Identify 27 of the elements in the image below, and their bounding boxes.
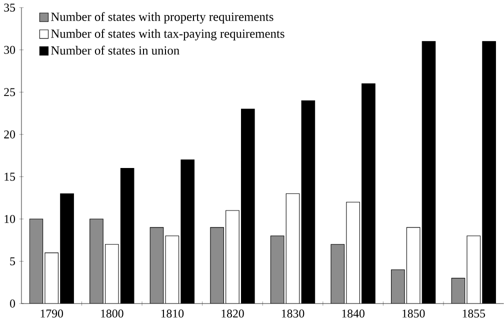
y-tick-label: 15 — [4, 172, 16, 181]
x-tick-label: 1820 — [222, 309, 244, 318]
bar — [150, 227, 164, 304]
y-tick-label: 20 — [4, 130, 16, 138]
y-tick-label: 30 — [4, 46, 16, 54]
bar — [330, 244, 344, 304]
x-tick-label: 1840 — [342, 309, 364, 318]
y-tick-label: 5 — [10, 257, 16, 266]
y-tick-label: 10 — [4, 214, 16, 223]
legend-label: Number of states with property requirements — [51, 12, 274, 24]
x-tick-label: 1830 — [282, 309, 304, 318]
bar — [30, 218, 43, 304]
x-tick-label: 1800 — [101, 309, 124, 318]
bar — [210, 227, 224, 304]
x-tick-label: 1810 — [161, 309, 184, 318]
bar — [391, 270, 405, 304]
bar — [270, 236, 284, 304]
x-tick-label: 1850 — [402, 309, 425, 318]
y-tick-label: 0 — [10, 299, 16, 308]
y-tick-label: 35 — [4, 4, 16, 12]
legend-label: Number of states in union — [51, 46, 180, 55]
y-tick-label: 25 — [4, 88, 16, 96]
x-tick-label: 1790 — [40, 309, 64, 318]
x-tick-label: 1855 — [462, 309, 486, 318]
bar — [451, 278, 466, 304]
bar — [90, 218, 104, 304]
legend-label: Number of states with tax-paying requirements — [51, 28, 284, 40]
